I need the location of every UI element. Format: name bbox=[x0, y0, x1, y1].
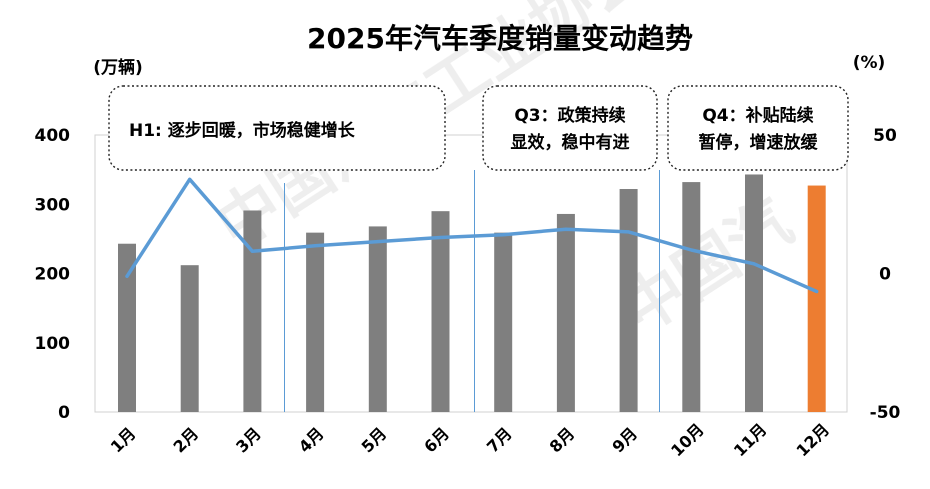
bar bbox=[494, 232, 513, 412]
callout-border bbox=[108, 85, 446, 171]
right-axis-ticks: -50 0 50 bbox=[870, 126, 901, 423]
bar bbox=[368, 226, 387, 412]
bar bbox=[619, 189, 638, 412]
bar bbox=[807, 185, 826, 412]
callout-text: H1: 逐步回暖，市场稳健增长 bbox=[129, 120, 356, 141]
line-point bbox=[689, 248, 693, 252]
line-point bbox=[313, 244, 317, 248]
left-axis-unit: (万辆) bbox=[93, 57, 143, 78]
left-axis-ticks: 0 100 200 300 400 bbox=[35, 126, 71, 423]
x-tick-label: 3月 bbox=[232, 424, 265, 457]
callouts: H1: 逐步回暖，市场稳健增长Q3：政策持续显效，稳中有进Q4：补贴陆续暂停，增… bbox=[108, 85, 849, 171]
x-axis-ticks: 1月 2月 3月 4月 5月 6月 7月 8月 9月 10月 11月 12月 bbox=[107, 420, 833, 461]
x-tick-label: 5月 bbox=[358, 424, 391, 457]
line-point bbox=[815, 290, 819, 294]
x-tick-label: 6月 bbox=[420, 424, 453, 457]
bar bbox=[180, 265, 199, 412]
right-tick-label: -50 bbox=[870, 403, 901, 423]
right-tick-label: 50 bbox=[873, 126, 897, 146]
bar bbox=[306, 232, 325, 412]
bar-series bbox=[118, 174, 826, 412]
callout-text: 暂停，增速放缓 bbox=[699, 132, 819, 153]
line-point bbox=[627, 230, 631, 234]
callout-box: H1: 逐步回暖，市场稳健增长 bbox=[108, 85, 446, 171]
left-tick-label: 200 bbox=[35, 265, 71, 285]
right-axis-unit: (%) bbox=[853, 53, 886, 73]
bar bbox=[431, 211, 450, 412]
x-tick-label: 7月 bbox=[483, 424, 516, 457]
chart-title: 2025年汽车季度销量变动趋势 bbox=[307, 22, 693, 55]
x-tick-label: 4月 bbox=[295, 424, 328, 457]
line-series bbox=[125, 177, 819, 294]
bar bbox=[745, 174, 763, 412]
line-point bbox=[564, 227, 568, 231]
callout-text: 显效，稳中有进 bbox=[511, 132, 630, 153]
line-point bbox=[501, 233, 505, 237]
line-point bbox=[250, 249, 254, 253]
line-point bbox=[439, 235, 442, 239]
svg-text:中国汽: 中国汽 bbox=[608, 185, 804, 348]
x-tick-label: 2月 bbox=[169, 424, 202, 457]
bar bbox=[556, 213, 575, 412]
divider-lines bbox=[284, 170, 660, 412]
x-tick-label: 10月 bbox=[667, 420, 708, 461]
bar bbox=[243, 210, 262, 412]
callout-border bbox=[482, 85, 658, 171]
x-tick-label: 1月 bbox=[107, 424, 140, 457]
x-tick-label: 8月 bbox=[546, 424, 579, 457]
left-tick-label: 400 bbox=[35, 126, 71, 146]
callout-text: Q3：政策持续 bbox=[514, 105, 625, 126]
bar bbox=[682, 182, 701, 412]
line-point bbox=[188, 177, 192, 181]
line-point bbox=[752, 262, 756, 266]
plot-area bbox=[94, 134, 848, 413]
x-tick-label: 9月 bbox=[608, 424, 641, 457]
right-tick-label: 0 bbox=[879, 265, 891, 285]
left-tick-label: 100 bbox=[35, 334, 71, 354]
left-tick-label: 0 bbox=[58, 403, 70, 423]
bar bbox=[118, 243, 136, 412]
left-tick-label: 300 bbox=[35, 195, 71, 215]
line-point bbox=[125, 274, 129, 278]
x-tick-label: 11月 bbox=[730, 420, 771, 461]
callout-border bbox=[667, 85, 849, 171]
callout-text: Q4：补贴陆续 bbox=[702, 105, 813, 126]
line-point bbox=[376, 240, 380, 244]
growth-line bbox=[125, 177, 819, 294]
x-tick-label: 12月 bbox=[793, 420, 834, 461]
